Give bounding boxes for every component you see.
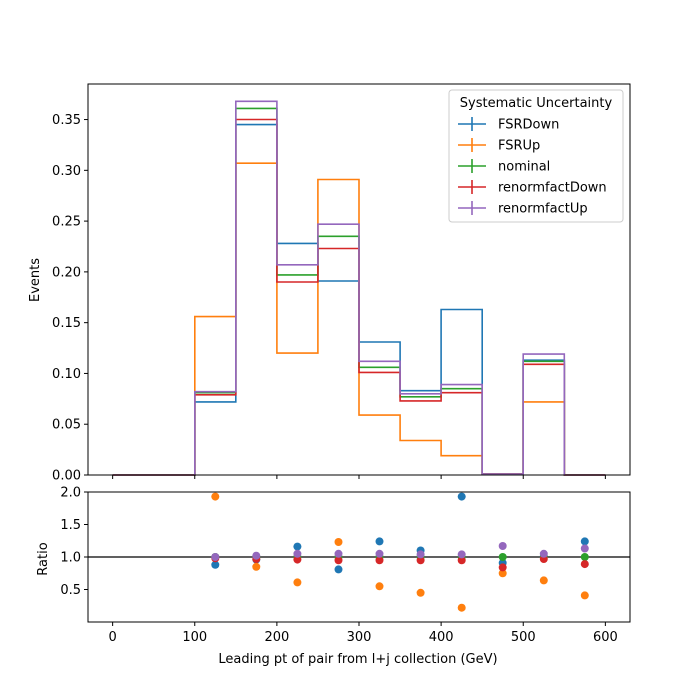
y-axis-label-top: Events	[28, 258, 43, 302]
x-tick-label: 100	[182, 630, 207, 645]
top-panel-plot-area	[112, 100, 606, 476]
bottom-panel-plot-area	[88, 492, 630, 612]
ratio-point-nominal	[498, 553, 507, 561]
x-axis-label: Leading pt of pair from l+j collection (…	[218, 652, 497, 667]
ratio-point-fsrdown	[293, 542, 302, 551]
ratio-point-renormfactup	[539, 549, 548, 558]
y-axis-label-bottom: Ratio	[36, 542, 51, 575]
x-tick-label: 400	[429, 630, 454, 645]
x-tick-label: 300	[347, 630, 372, 645]
ratio-point-renormfactdown	[580, 560, 589, 569]
x-tick-label: 600	[593, 630, 618, 645]
y-tick-label-top: 0.30	[52, 164, 81, 179]
ratio-point-renormfactdown	[498, 563, 507, 572]
ratio-point-fsrup	[498, 569, 507, 578]
ratio-point-renormfactup	[580, 544, 589, 553]
ratio-point-fsrup	[539, 576, 548, 585]
legend-box	[448, 89, 624, 223]
ratio-point-fsrup	[211, 492, 220, 501]
legend-label-fsrup: FSRUp	[498, 139, 540, 154]
y-tick-label-top: 0.10	[52, 367, 81, 382]
y-tick-label-bottom: 1.0	[60, 551, 81, 566]
legend-label-fsrdown: FSRDown	[498, 118, 559, 133]
ratio-point-renormfactup	[416, 550, 425, 559]
ratio-point-fsrdown	[457, 492, 466, 501]
x-tick-label: 0	[108, 630, 116, 645]
ratio-point-fsrup	[457, 603, 466, 612]
legend-title: Systematic Uncertainty	[460, 96, 613, 111]
y-tick-label-top: 0.35	[52, 113, 81, 128]
ratio-point-fsrup	[293, 578, 302, 587]
histogram-step-renormfactup	[112, 100, 606, 476]
ratio-point-renormfactup	[252, 551, 261, 560]
ratio-point-fsrup	[580, 591, 589, 600]
ratio-point-renormfactdown	[375, 556, 384, 565]
ratio-point-renormfactdown	[416, 556, 425, 565]
ratio-point-renormfactdown	[293, 555, 302, 564]
ratio-point-renormfactdown	[457, 556, 466, 565]
ratio-point-renormfactup	[457, 550, 466, 559]
y-tick-label-bottom: 2.0	[60, 486, 81, 501]
ratio-point-renormfactup	[293, 549, 302, 558]
ratio-point-fsrdown	[334, 565, 343, 574]
ratio-point-renormfactup	[375, 549, 384, 558]
y-tick-label-top: 0.25	[52, 215, 81, 230]
legend-label-nominal: nominal	[498, 160, 550, 175]
ratio-point-fsrdown	[375, 537, 384, 546]
legend-label-renormfactup: renormfactUp	[498, 202, 588, 217]
ratio-point-fsrup	[252, 562, 261, 571]
x-tick-label: 200	[264, 630, 289, 645]
y-tick-label-top: 0.00	[52, 469, 81, 484]
y-tick-label-top: 0.05	[52, 418, 81, 433]
x-tick-label: 500	[511, 630, 536, 645]
y-tick-label-top: 0.20	[52, 265, 81, 280]
ratio-point-renormfactup	[211, 553, 220, 561]
legend-label-renormfactdown: renormfactDown	[498, 181, 607, 196]
ratio-point-nominal	[580, 553, 589, 561]
ratio-point-fsrdown	[580, 537, 589, 546]
y-tick-label-top: 0.15	[52, 316, 81, 331]
ratio-point-fsrup	[416, 588, 425, 597]
ratio-point-renormfactdown	[334, 556, 343, 565]
ratio-point-fsrdown	[211, 560, 220, 569]
y-tick-label-bottom: 1.5	[60, 518, 81, 533]
ratio-point-renormfactup	[498, 542, 507, 550]
legend: Systematic Uncertainty FSRDown FSRUp nomin…	[448, 89, 624, 223]
ratio-point-renormfactup	[334, 549, 343, 558]
y-tick-label-bottom: 0.5	[60, 583, 81, 598]
ratio-point-fsrup	[334, 538, 343, 546]
ratio-point-fsrup	[375, 582, 384, 591]
tick-marks-and-labels: 0 100 200 300 400 500 600 0.00 0.05 0.10 0.15 0.20 0…	[52, 113, 618, 645]
